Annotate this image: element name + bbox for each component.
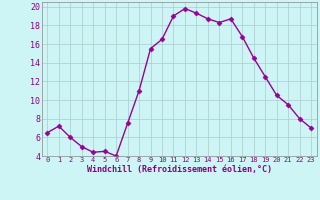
X-axis label: Windchill (Refroidissement éolien,°C): Windchill (Refroidissement éolien,°C) — [87, 165, 272, 174]
